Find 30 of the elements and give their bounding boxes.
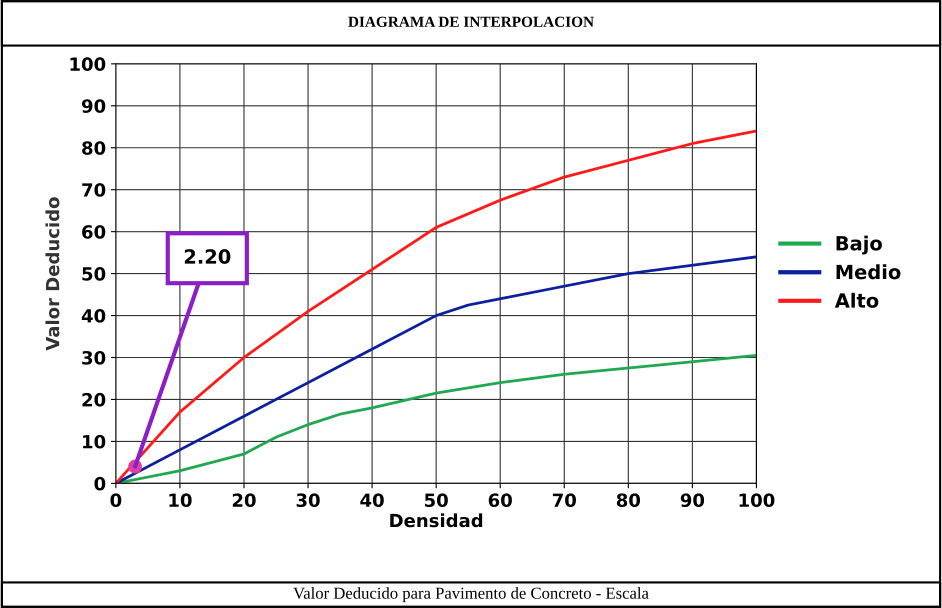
x-tick-label: 60 [488,493,512,508]
x-tick-label: 30 [296,493,320,508]
y-axis-title: Valor Deducido [45,197,60,351]
x-tick-label: 0 [110,493,122,508]
text: Valor Deducido para Pavimento de Concreto - Escala [293,587,649,602]
y-tick-label: 80 [82,141,106,155]
x-tick-label: 50 [424,493,448,508]
x-tick-label: 80 [616,493,640,508]
x-tick-label: 40 [360,493,384,508]
legend-label: Alto [834,292,878,308]
y-tick-label: 30 [82,350,106,365]
x-tick-label: 100 [740,493,774,508]
y-tick-label: 100 [70,57,106,71]
y-tick-label: 20 [82,392,106,407]
legend-label: Medio [836,264,900,280]
x-tick-label: 70 [552,493,576,508]
x-tick-label: 90 [680,493,704,508]
y-tick-label: 40 [82,309,106,323]
x-tick-label: 10 [169,493,192,508]
legend-label: Bajo [836,236,882,255]
x-axis-title: Densidad [390,513,482,528]
y-tick-label: 60 [82,225,106,239]
chart-title: DIAGRAMA DE INTERPOLACION [348,16,594,27]
y-tick-label: 10 [83,434,106,449]
annotation: 2.20 [184,249,230,264]
y-tick-label: 70 [82,183,106,197]
x-tick-label: 20 [232,493,256,508]
y-tick-label: 50 [82,267,106,281]
y-tick-label: 0 [94,476,106,490]
y-tick-label: 90 [82,99,106,113]
